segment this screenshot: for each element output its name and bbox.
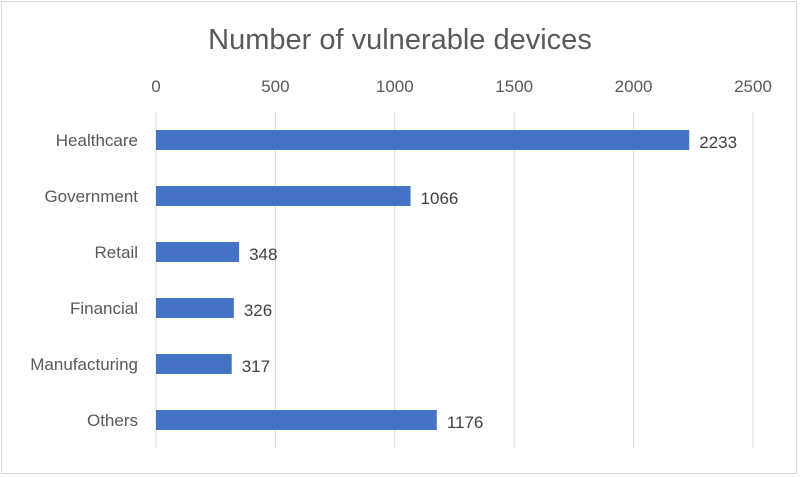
data-label: 1176 — [447, 413, 484, 432]
bars — [156, 130, 690, 430]
data-label: 348 — [249, 245, 277, 264]
x-tick-label: 2500 — [734, 77, 772, 96]
bar-retail — [156, 242, 240, 262]
x-tick-label: 1000 — [376, 77, 414, 96]
category-label: Government — [44, 187, 138, 206]
data-label: 2233 — [699, 133, 737, 152]
data-label: 326 — [244, 301, 272, 320]
data-label: 1066 — [421, 189, 459, 208]
bar-others — [156, 410, 437, 430]
x-tick-label: 2000 — [615, 77, 653, 96]
x-axis-ticks: 0 500 1000 1500 2000 2500 — [151, 77, 772, 96]
category-label: Retail — [95, 243, 138, 262]
data-labels: 2233 1066 348 326 317 1176 — [242, 133, 737, 432]
x-tick-label: 1500 — [495, 77, 533, 96]
category-labels: Healthcare Government Retail Financial Manuf… — [30, 131, 138, 430]
category-label: Financial — [70, 299, 138, 318]
bar-government — [156, 186, 411, 206]
category-label: Healthcare — [56, 131, 138, 150]
gridlines — [155, 112, 754, 448]
bar-healthcare — [156, 130, 690, 150]
x-tick-label: 0 — [151, 77, 160, 96]
bar-manufacturing — [156, 354, 232, 374]
data-label: 317 — [242, 357, 270, 376]
bar-financial — [156, 298, 234, 318]
x-tick-label: 500 — [261, 77, 289, 96]
category-label: Manufacturing — [30, 355, 138, 374]
chart-title: Number of vulnerable devices — [208, 24, 592, 56]
category-label: Others — [87, 411, 138, 430]
